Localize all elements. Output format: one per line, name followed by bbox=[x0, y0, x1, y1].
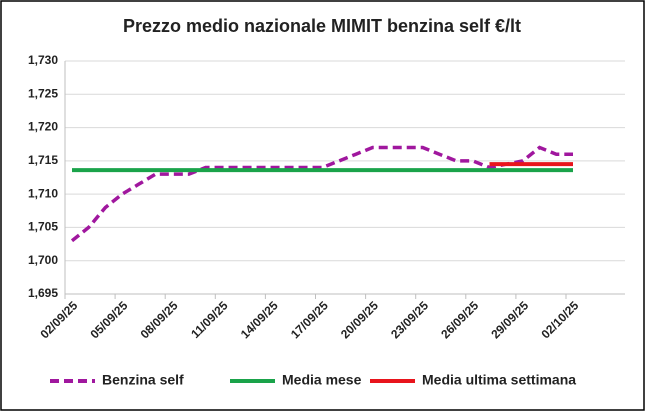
legend-label: Benzina self bbox=[102, 372, 184, 388]
y-tick-label: 1,705 bbox=[28, 220, 58, 234]
series-line bbox=[70, 145, 573, 243]
legend-label: Media ultima settimana bbox=[422, 372, 576, 388]
y-tick-label: 1,720 bbox=[28, 120, 58, 134]
y-tick-label: 1,700 bbox=[28, 253, 58, 267]
chart-title: Prezzo medio nazionale MIMIT benzina sel… bbox=[123, 16, 521, 36]
y-tick-label: 1,725 bbox=[28, 86, 58, 100]
y-tick-label: 1,730 bbox=[28, 53, 58, 67]
y-tick-label: 1,695 bbox=[28, 286, 58, 300]
y-tick-label: 1,715 bbox=[28, 153, 58, 167]
y-tick-label: 1,710 bbox=[28, 186, 58, 200]
legend-label: Media mese bbox=[282, 372, 362, 388]
